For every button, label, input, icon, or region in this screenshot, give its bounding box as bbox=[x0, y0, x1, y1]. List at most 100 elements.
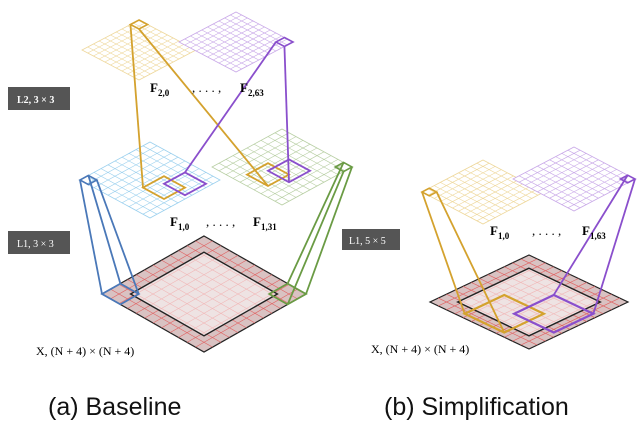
baseline-l1-blue-patch bbox=[78, 174, 99, 186]
simplification-gold-link bbox=[421, 191, 466, 315]
svg-text:F1,31: F1,31 bbox=[253, 214, 277, 232]
simplification-l1-last-map-gridline bbox=[518, 175, 581, 209]
baseline-l2-last-map-gridline bbox=[230, 38, 288, 70]
baseline-input-label: X, (N + 4) × (N + 4) bbox=[36, 344, 134, 358]
baseline-green-link bbox=[286, 171, 345, 305]
baseline-l2-last-map-gridline bbox=[190, 35, 248, 67]
baseline-l1-last-sub: 1,31 bbox=[261, 222, 277, 232]
simplification-l1-first-map-gridline bbox=[476, 188, 539, 222]
baseline-l2-badge-text: L2, 3 × 3 bbox=[17, 95, 54, 106]
baseline-input-blue-patch bbox=[100, 282, 141, 306]
simplification-l1-last-sub: 1,63 bbox=[590, 231, 606, 241]
baseline-l1-last-map-gridline bbox=[239, 151, 311, 191]
baseline-l2-badge: L2, 3 × 3 bbox=[8, 87, 70, 110]
simplification-l1-first-map bbox=[421, 159, 545, 225]
baseline-l2-last-map-gridline bbox=[207, 26, 265, 58]
baseline-input-inner bbox=[129, 251, 279, 337]
simplification-input-grid-gridline bbox=[438, 297, 538, 346]
baseline-l1-first-map-gridline bbox=[128, 168, 200, 207]
feature-map-layers bbox=[79, 11, 636, 353]
simplification-l1-last-map-gridline bbox=[537, 165, 599, 199]
baseline-l1-badge-text: L1, 3 × 3 bbox=[17, 239, 54, 250]
simplification-l1-ellipsis: , . . . , bbox=[532, 223, 561, 238]
simplification-gold-link bbox=[435, 191, 506, 333]
baseline-l2-purple-patch bbox=[274, 36, 295, 48]
baseline-blue-link bbox=[79, 179, 103, 295]
baseline-l2-first-map-gridline bbox=[87, 46, 145, 78]
baseline-l2-last-map-gridline bbox=[201, 29, 259, 61]
baseline-l2-first-map-gridline bbox=[93, 43, 151, 75]
baseline-l2-last-map-gridline bbox=[195, 32, 254, 64]
baseline-l1-last-map-gridline bbox=[274, 162, 346, 202]
baseline-l2-first-map-gridline bbox=[127, 43, 185, 75]
baseline-caption: (a) Baseline bbox=[48, 393, 181, 421]
baseline-l1-last-map-gridline bbox=[246, 147, 318, 187]
baseline-l1-last-map-gridline bbox=[218, 162, 290, 202]
baseline-l1-first-map-gridline bbox=[114, 160, 186, 200]
simplification-l1-last-label: F bbox=[582, 223, 590, 238]
baseline-l1-last-map-gridline bbox=[260, 155, 332, 194]
baseline-green-link bbox=[286, 162, 345, 284]
baseline-l1-first-label: F bbox=[170, 214, 178, 229]
baseline-l1-purple-patch bbox=[162, 171, 208, 197]
simplification-l1-last-map-gridline bbox=[555, 169, 617, 202]
baseline-l2-first-sub: 2,0 bbox=[158, 88, 170, 98]
baseline-l2-last-map-gridline bbox=[184, 38, 242, 70]
simplification-l1-first-map-gridline bbox=[452, 175, 514, 209]
baseline-input-grid-gridline bbox=[195, 288, 298, 348]
simplification-input-inner bbox=[456, 267, 602, 337]
simplification-l1-first-map-gridline bbox=[464, 182, 526, 215]
baseline-l2-first-map-gridline bbox=[98, 40, 157, 72]
baseline-l2-last-map-gridline bbox=[213, 29, 271, 61]
baseline-input-grid-gridline bbox=[110, 288, 213, 348]
simplification-l1-last-map-gridline bbox=[567, 175, 630, 209]
simplification-l1-badge: L1, 5 × 5 bbox=[342, 229, 400, 250]
baseline-l1-first-map-gridline bbox=[135, 172, 207, 211]
baseline-l2-last-label: F bbox=[240, 80, 248, 95]
baseline-purple-link bbox=[283, 46, 290, 183]
baseline-l2-first-map-gridline bbox=[121, 40, 180, 72]
simplification-l1-last-map bbox=[512, 146, 636, 212]
simplification-l1-first-map-gridline bbox=[458, 178, 520, 212]
baseline-blue-link bbox=[95, 179, 140, 295]
baseline-l1-gold-patch bbox=[141, 175, 187, 201]
simplification-l1-first-map-gridline bbox=[470, 185, 532, 218]
simplification-l1-first-map-gridline bbox=[440, 182, 502, 215]
baseline-l2-feature-labels: F2,0 , . . . , F2,63 bbox=[150, 80, 264, 98]
baseline-gold-link bbox=[129, 24, 144, 188]
simplification-input-purple-patch bbox=[511, 293, 596, 334]
baseline-l2-last-map-gridline bbox=[224, 35, 282, 67]
baseline-l1-last-map-gridline bbox=[267, 159, 339, 198]
baseline-l1-badge: L1, 3 × 3 bbox=[8, 231, 70, 254]
baseline-l2-first-map-gridline bbox=[133, 46, 191, 78]
simplification-l1-last-map-gridline bbox=[531, 169, 593, 202]
baseline-l1-first-map-gridline bbox=[100, 168, 172, 207]
baseline-l1-first-map-gridline bbox=[142, 175, 214, 215]
simplification-l1-badge-text: L1, 5 × 5 bbox=[349, 236, 386, 247]
baseline-l2-first-map-gridline bbox=[110, 34, 168, 66]
baseline-l1-first-sub: 1,0 bbox=[178, 222, 190, 232]
baseline-l1-feature-labels: F1,0 , . . . , F1,31 bbox=[170, 214, 277, 232]
baseline-l1-first-map-gridline bbox=[121, 164, 193, 204]
simplification-purple-link bbox=[592, 178, 636, 315]
svg-text:F1,0: F1,0 bbox=[170, 214, 190, 232]
baseline-l1-last-map-gridline bbox=[232, 155, 304, 194]
baseline-purple-link bbox=[184, 41, 277, 173]
simplification-l1-last-map-gridline bbox=[543, 162, 605, 196]
baseline-l2-ellipsis: , . . . , bbox=[192, 80, 221, 95]
simplification-l1-gold-patch bbox=[420, 187, 439, 197]
simplification-l1-feature-labels: F1,0 , . . . , F1,63 bbox=[490, 223, 606, 241]
baseline-green-link bbox=[305, 166, 353, 295]
baseline-l2-last-map-gridline bbox=[218, 32, 277, 64]
baseline-l1-last-map bbox=[211, 128, 353, 206]
simplification-l1-first-map-gridline bbox=[446, 178, 508, 212]
svg-text:F2,0: F2,0 bbox=[150, 80, 170, 98]
svg-text:F1,63: F1,63 bbox=[582, 223, 606, 241]
baseline-l1-first-map bbox=[79, 141, 221, 219]
baseline-l2-first-label: F bbox=[150, 80, 158, 95]
svg-text:F2,63: F2,63 bbox=[240, 80, 264, 98]
simplification-input-label: X, (N + 4) × (N + 4) bbox=[371, 342, 469, 356]
baseline-gold-link bbox=[138, 28, 269, 187]
simplification-caption: (b) Simplification bbox=[384, 393, 569, 421]
simplification-l1-last-map-gridline bbox=[549, 165, 611, 199]
